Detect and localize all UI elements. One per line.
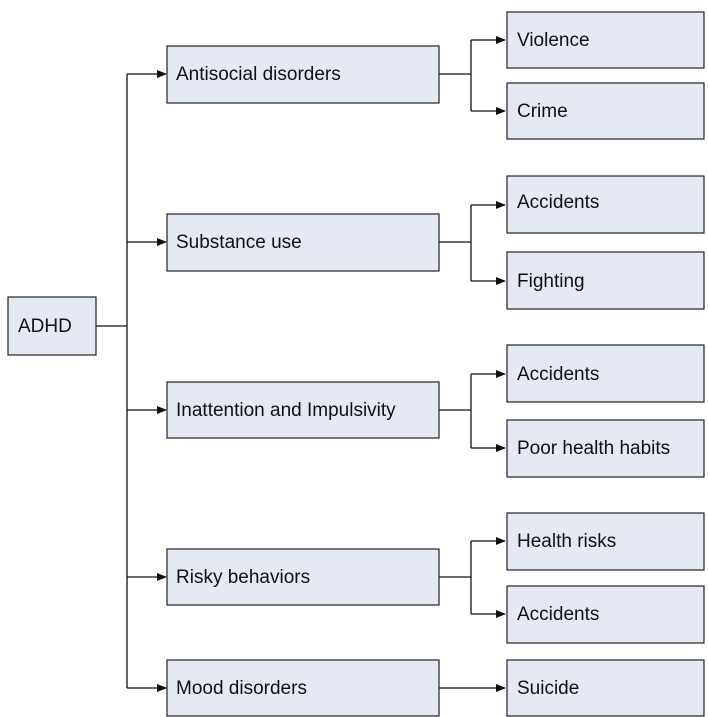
category-antisocial-disorders: Antisocial disorders [166, 45, 440, 104]
outcome-accidents-1: Accidents [506, 175, 705, 234]
outcome-label: Violence [517, 30, 590, 51]
outcome-label: Poor health habits [517, 438, 670, 459]
category-risky-behaviors: Risky behaviors [166, 548, 440, 606]
outcome-label: Crime [517, 101, 568, 122]
outcome-label: Health risks [517, 531, 616, 552]
root-label: ADHD [18, 316, 72, 337]
outcome-suicide: Suicide [506, 659, 705, 717]
outcome-health-risks: Health risks [506, 512, 705, 571]
outcome-crime: Crime [506, 82, 705, 140]
root-node-adhd: ADHD [7, 296, 97, 356]
category-inattention-impulsivity: Inattention and Impulsivity [166, 381, 440, 439]
outcome-label: Fighting [517, 271, 585, 292]
outcome-label: Accidents [517, 604, 599, 625]
connectors [96, 36, 506, 692]
category-label: Antisocial disorders [176, 64, 341, 85]
outcome-fighting: Fighting [506, 251, 705, 310]
outcome-label: Accidents [517, 364, 599, 385]
outcome-accidents-3: Accidents [506, 585, 705, 644]
category-label: Substance use [176, 232, 302, 253]
category-label: Risky behaviors [176, 567, 310, 588]
outcome-poor-health-habits: Poor health habits [506, 419, 705, 478]
category-mood-disorders: Mood disorders [166, 659, 440, 717]
outcome-accidents-2: Accidents [506, 344, 705, 403]
outcome-label: Suicide [517, 678, 579, 699]
outcome-violence: Violence [506, 11, 705, 69]
category-substance-use: Substance use [166, 213, 440, 272]
category-label: Inattention and Impulsivity [176, 400, 396, 421]
category-label: Mood disorders [176, 678, 307, 699]
outcome-label: Accidents [517, 192, 599, 213]
